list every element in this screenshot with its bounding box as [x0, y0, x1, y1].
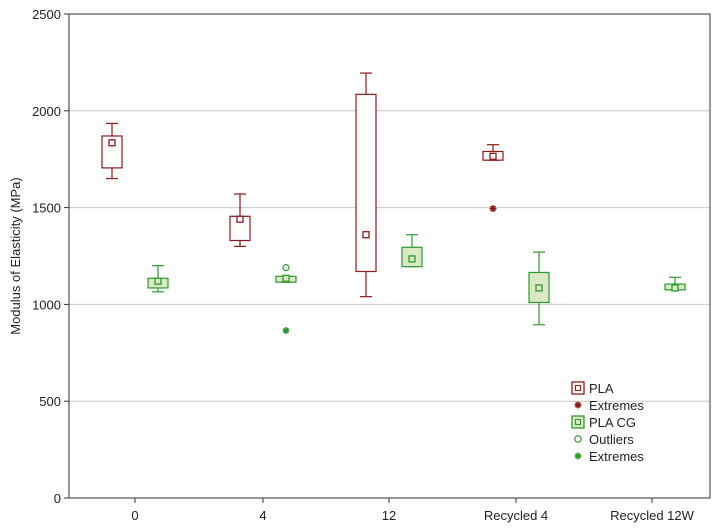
- legend-item: Extremes: [574, 398, 644, 413]
- median-marker: [408, 255, 416, 263]
- outlier-point: [282, 264, 290, 272]
- star-stroke: [282, 327, 290, 334]
- median-marker: [535, 284, 543, 292]
- star-stroke: [574, 401, 582, 409]
- y-tick-label: 2000: [32, 104, 61, 119]
- y-tick-label: 500: [39, 394, 61, 409]
- box-pla-4: [229, 193, 251, 247]
- legend-item: Outliers: [574, 432, 634, 447]
- x-tick-label: 0: [131, 508, 138, 523]
- legend-label: Outliers: [589, 432, 634, 447]
- extreme-point: [489, 205, 497, 213]
- legend-item: Extremes: [574, 449, 644, 464]
- box-pla-cg-12: [401, 234, 423, 268]
- box-pla-cg-recycled-4: [528, 251, 550, 326]
- x-tick-label: 12: [382, 508, 396, 523]
- legend-label: PLA CG: [589, 415, 636, 430]
- box-pla-0: [101, 122, 123, 180]
- legend-median-swatch: [574, 384, 582, 392]
- star-stroke: [489, 205, 497, 212]
- legend-extreme-swatch: [574, 452, 582, 460]
- legend-item: PLA CG: [571, 415, 636, 430]
- x-tick-label: Recycled 12W: [610, 508, 695, 523]
- legend-item: PLA: [571, 381, 614, 396]
- median-marker: [108, 139, 116, 147]
- y-axis-label: Modulus of Elasticity (MPa): [8, 177, 23, 335]
- median-marker: [282, 274, 290, 282]
- legend-label: PLA: [589, 381, 614, 396]
- legend-extreme-swatch: [574, 401, 582, 409]
- axes: [64, 13, 711, 503]
- legend-median-swatch: [574, 418, 582, 426]
- x-tick-label: Recycled 4: [484, 508, 548, 523]
- y-tick-label: 2500: [32, 7, 61, 22]
- x-axis-tick-labels: 0 4 12 Recycled 4 Recycled 12W: [131, 508, 694, 523]
- box-pla-cg-recycled-12w: [664, 276, 686, 292]
- y-tick-label: 0: [54, 491, 61, 506]
- box-pla-cg-0: [147, 265, 169, 293]
- legend-label: Extremes: [589, 398, 644, 413]
- box-iqr: [101, 135, 123, 169]
- legend: PLA Extremes PLA CG Outliers Extremes: [571, 381, 644, 464]
- y-tick-label: 1500: [32, 201, 61, 216]
- box-iqr: [355, 93, 377, 273]
- median-marker: [671, 284, 679, 292]
- y-tick-label: 1000: [32, 297, 61, 312]
- legend-label: Extremes: [589, 449, 644, 464]
- y-axis-tick-labels: 0 500 1000 1500 2000 2500: [32, 7, 61, 506]
- x-tick-label: 4: [259, 508, 266, 523]
- extreme-point: [282, 327, 290, 335]
- box-marks: [101, 72, 686, 335]
- median-marker: [154, 277, 162, 285]
- gridlines: [69, 110, 710, 402]
- box-pla-recycled-4: [482, 144, 504, 213]
- box-pla-12: [355, 72, 377, 298]
- box-pla-cg-4: [275, 264, 297, 335]
- star-stroke: [574, 452, 582, 460]
- median-marker: [236, 215, 244, 223]
- legend-outlier-swatch: [574, 435, 582, 443]
- median-marker: [362, 231, 370, 239]
- median-marker: [489, 152, 497, 160]
